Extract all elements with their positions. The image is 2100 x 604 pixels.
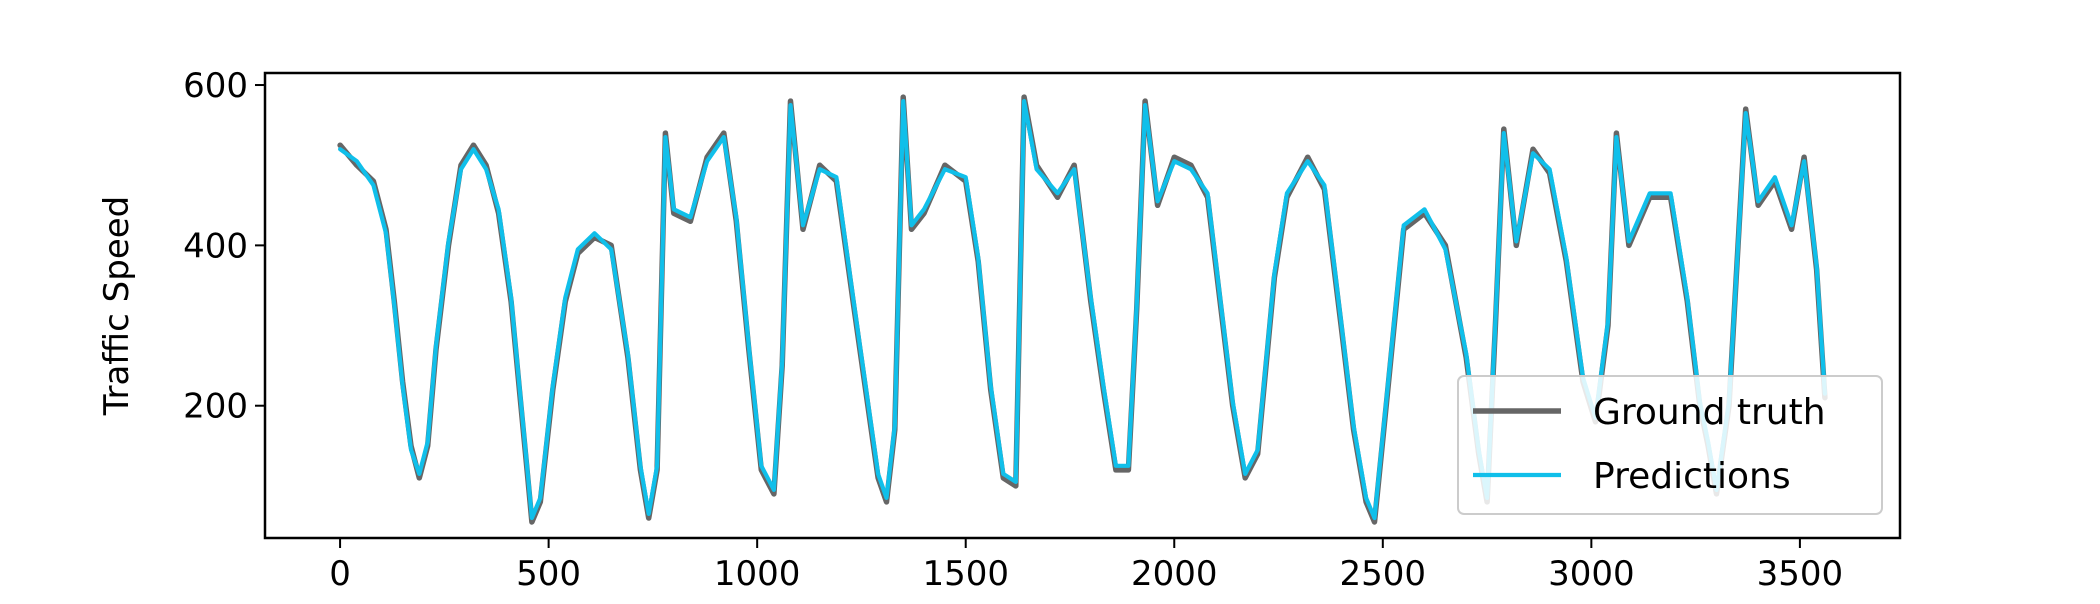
- y-tick-label: 400: [183, 226, 248, 266]
- x-tick-label: 0: [329, 554, 351, 594]
- series-layer: [337, 94, 1828, 525]
- y-tick-label: 600: [183, 66, 248, 106]
- x-tick-label: 3000: [1548, 554, 1635, 594]
- y-axis-label: Traffic Speed: [97, 196, 137, 417]
- legend-label: Predictions: [1593, 456, 1791, 497]
- series-line-predictions: [338, 98, 1828, 521]
- x-tick-label: 1000: [714, 554, 801, 594]
- x-tick-label: 3500: [1757, 554, 1844, 594]
- x-tick-label: 500: [516, 554, 581, 594]
- x-tick-label: 2000: [1131, 554, 1218, 594]
- x-tick-label: 1500: [922, 554, 1009, 594]
- x-axis: 0 500 1000 1500 2000 2500 3000 3500: [329, 538, 1843, 594]
- legend-box: [1457, 375, 1883, 515]
- y-tick-label: 200: [183, 387, 248, 427]
- x-tick-label: 2500: [1340, 554, 1427, 594]
- legend-label: Ground truth: [1593, 392, 1826, 433]
- axis-labels: Traffic Speed: [97, 196, 137, 417]
- legend: Ground truth Predictions: [1457, 375, 1883, 515]
- y-axis: 200 400 600: [183, 66, 265, 427]
